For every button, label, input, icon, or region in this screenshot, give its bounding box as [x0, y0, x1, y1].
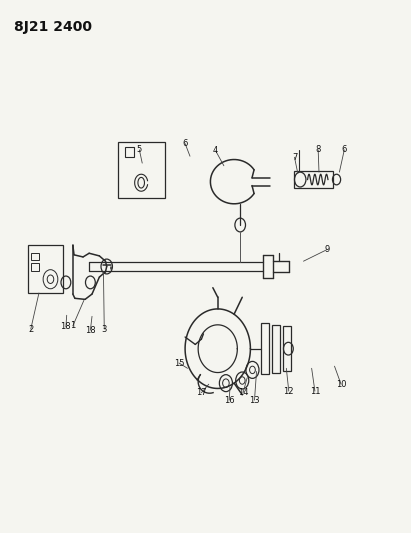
Text: 17: 17 [196, 388, 207, 397]
Text: 15: 15 [174, 359, 184, 367]
Bar [31, 263, 39, 271]
Text: 11: 11 [309, 386, 320, 395]
Text: 3: 3 [102, 325, 107, 334]
Text: 1: 1 [70, 321, 76, 330]
Bar [272, 325, 280, 373]
Text: 7: 7 [292, 153, 297, 162]
Text: 5: 5 [137, 146, 142, 155]
Bar [261, 324, 269, 374]
Text: 12: 12 [284, 386, 294, 395]
Text: 16: 16 [224, 395, 235, 405]
Text: 18: 18 [60, 322, 71, 332]
Text: 13: 13 [249, 395, 260, 405]
Text: 6: 6 [182, 139, 188, 148]
Bar [295, 171, 333, 188]
Text: 9: 9 [325, 245, 330, 254]
Bar [283, 326, 291, 371]
Bar [125, 147, 134, 157]
Text: 10: 10 [336, 379, 346, 389]
Text: 18: 18 [85, 326, 96, 335]
Text: 6: 6 [342, 146, 347, 155]
Bar [28, 245, 62, 293]
Text: 14: 14 [238, 388, 248, 397]
Bar [118, 142, 165, 198]
Bar [31, 253, 39, 260]
Text: 8: 8 [316, 146, 321, 155]
Text: 2: 2 [28, 325, 33, 334]
Text: 4: 4 [213, 147, 218, 156]
Text: 8J21 2400: 8J21 2400 [14, 20, 92, 34]
